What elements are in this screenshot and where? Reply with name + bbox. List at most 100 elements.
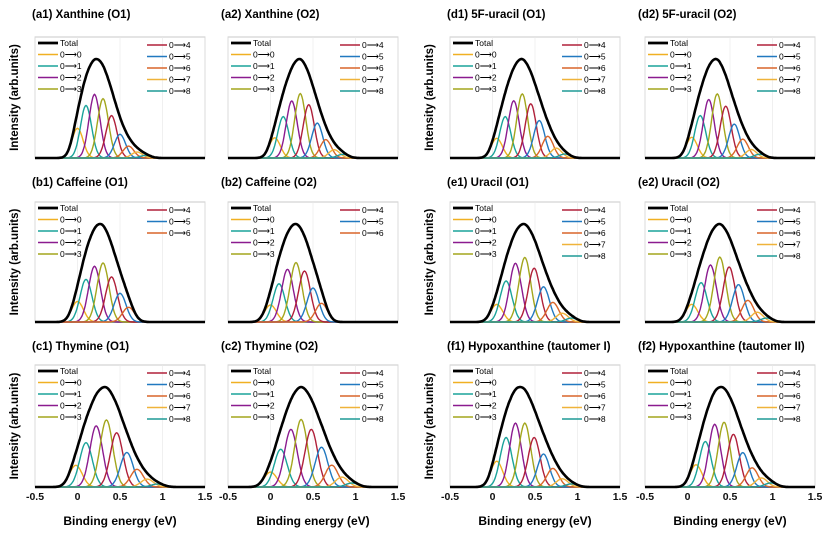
- panel-e1: (e1) Uracil (O1)Total0⟶00⟶10⟶20⟶30⟶40⟶50…: [447, 177, 621, 324]
- legend-label-7: 0⟶7: [169, 75, 191, 85]
- legend-label-7: 0⟶7: [584, 240, 606, 250]
- legend-label-4: 0⟶4: [362, 368, 384, 378]
- legend-label-5: 0⟶5: [779, 380, 801, 390]
- series-line-total: [35, 385, 205, 489]
- panel-d2: (d2) 5F-uracil (O2) Total 0⟶00⟶1 0⟶20⟶3 0⟶4 0…: [638, 9, 816, 160]
- legend-label-7: 0⟶7: [169, 403, 191, 413]
- y-axis-label: Intensity (arb.units): [424, 208, 436, 315]
- series-line-total: [450, 57, 620, 160]
- x-tick-label: 1.5: [613, 491, 628, 503]
- legend-label-6: 0⟶6: [779, 391, 801, 401]
- legend-label-total: Total: [60, 203, 78, 213]
- panel-title: (a1) Xanthine (O1): [32, 9, 131, 21]
- legend-label-4: 0⟶4: [584, 368, 606, 378]
- legend-label-2: 0⟶2: [475, 73, 497, 83]
- legend-label-4: 0⟶4: [584, 205, 606, 215]
- x-tick-label: 0: [268, 491, 274, 503]
- legend-label-8: 0⟶8: [584, 251, 606, 261]
- legend-label-3: 0⟶3: [253, 412, 275, 422]
- x-axis-label: Binding energy (eV): [673, 514, 786, 528]
- legend-label-3: 0⟶3: [475, 412, 497, 422]
- legend-label-1: 0⟶1: [253, 389, 275, 399]
- y-axis-label: Intensity (arb.units): [424, 372, 436, 479]
- legend-label-0: 0⟶0: [670, 215, 692, 225]
- x-axis-label: Binding energy (eV): [478, 514, 591, 528]
- legend-label-1: 0⟶1: [670, 226, 692, 236]
- legend-label-8: 0⟶8: [169, 414, 191, 424]
- legend-label-total: Total: [670, 38, 688, 48]
- x-tick-label: 1: [160, 491, 166, 503]
- panel-title: (f2) Hypoxanthine (tautomer II): [638, 341, 805, 353]
- legend-label-6: 0⟶6: [584, 391, 606, 401]
- x-tick-label: 0: [685, 491, 691, 503]
- panel-title: (c1) Thymine (O1): [32, 341, 129, 353]
- panel-f2: -0.5 0 0.5 1 1.5 (f2) Hypoxanthine (tautomer …: [636, 341, 822, 503]
- panel-title: (d2) 5F-uracil (O2): [638, 9, 737, 21]
- panel-f1: -0.5 0 0.5 1 1.5 (f1) Hypoxanthine (tautomer …: [441, 341, 627, 503]
- panel-b1: (b1) Caffeine (O1) Total 0⟶00⟶1 0⟶20⟶3 0⟶4 0⟶…: [32, 177, 206, 324]
- legend-label-6: 0⟶6: [584, 63, 606, 73]
- legend-label-2: 0⟶2: [253, 238, 275, 248]
- legend-label-2: 0⟶2: [60, 73, 82, 83]
- legend-label-8: 0⟶8: [779, 251, 801, 261]
- x-tick-label: 1: [575, 491, 581, 503]
- legend-label-5: 0⟶5: [362, 52, 384, 62]
- legend-label-total: Total: [60, 38, 78, 48]
- legend-label-3: 0⟶3: [670, 84, 692, 94]
- legend-label-3: 0⟶3: [475, 84, 497, 94]
- legend-label-5: 0⟶5: [584, 380, 606, 390]
- legend-label-7: 0⟶7: [779, 75, 801, 85]
- legend-label-7: 0⟶7: [362, 75, 384, 85]
- panel-c2: -0.5 0 0.5 1 1.5 (c2) Thymine (O2) Total 0⟶00⟶1…: [219, 341, 405, 503]
- legend-label-0: 0⟶0: [670, 50, 692, 60]
- legend-label-3: 0⟶3: [60, 412, 82, 422]
- legend-label-7: 0⟶7: [584, 75, 606, 85]
- legend-label-4: 0⟶4: [584, 40, 606, 50]
- x-tick-label: 1: [770, 491, 776, 503]
- legend-label-4: 0⟶4: [779, 205, 801, 215]
- legend-label-1: 0⟶1: [670, 389, 692, 399]
- y-axis-label: Intensity (arb.units): [9, 208, 21, 315]
- legend-label-0: 0⟶0: [60, 50, 82, 60]
- legend-label-total: Total: [670, 366, 688, 376]
- legend-label-5: 0⟶5: [584, 52, 606, 62]
- panel-title: (d1) 5F-uracil (O1): [447, 9, 546, 21]
- legend-label-total: Total: [475, 203, 493, 213]
- legend-label-0: 0⟶0: [475, 50, 497, 60]
- legend-label-1: 0⟶1: [253, 226, 275, 236]
- panel-e2: (e2) Uracil (O2)Total0⟶00⟶10⟶20⟶30⟶40⟶50…: [638, 177, 816, 324]
- legend-label-8: 0⟶8: [169, 86, 191, 96]
- legend-label-4: 0⟶4: [362, 40, 384, 50]
- legend-label-5: 0⟶5: [584, 217, 606, 227]
- series-line-total: [645, 385, 815, 489]
- legend-label-5: 0⟶5: [779, 217, 801, 227]
- legend-label-8: 0⟶8: [584, 86, 606, 96]
- x-tick-label: 1.5: [391, 491, 406, 503]
- legend-label-6: 0⟶6: [169, 63, 191, 73]
- x-axis-label: Binding energy (eV): [63, 514, 176, 528]
- panel-title: (f1) Hypoxanthine (tautomer I): [447, 341, 611, 353]
- legend-label-0: 0⟶0: [670, 378, 692, 388]
- panel-a1: (a1) Xanthine (O1) Total 0⟶00⟶1 0⟶20⟶3 0⟶4 0⟶…: [32, 9, 206, 160]
- x-tick-label: 0.5: [723, 491, 738, 503]
- x-tick-label: 0.5: [528, 491, 543, 503]
- legend-label-6: 0⟶6: [362, 63, 384, 73]
- legend-label-3: 0⟶3: [475, 249, 497, 259]
- legend-label-1: 0⟶1: [60, 226, 82, 236]
- x-tick-label: -0.5: [219, 491, 237, 503]
- x-tick-label: 0.5: [113, 491, 128, 503]
- legend-label-1: 0⟶1: [253, 61, 275, 71]
- x-tick-label: -0.5: [26, 491, 44, 503]
- legend-label-2: 0⟶2: [475, 401, 497, 411]
- legend-label-7: 0⟶7: [779, 240, 801, 250]
- legend-label-3: 0⟶3: [253, 84, 275, 94]
- x-tick-label: 0: [75, 491, 81, 503]
- legend-label-7: 0⟶7: [584, 403, 606, 413]
- panel-title: (a2) Xanthine (O2): [221, 9, 320, 21]
- legend-label-3: 0⟶3: [670, 412, 692, 422]
- legend-label-6: 0⟶6: [584, 228, 606, 238]
- legend-label-4: 0⟶4: [169, 368, 191, 378]
- panel-title: (e1) Uracil (O1): [447, 177, 529, 189]
- panel-b2: (b2) Caffeine (O2) Total 0⟶00⟶1 0⟶20⟶3 0⟶4 0⟶…: [221, 177, 399, 324]
- legend-label-5: 0⟶5: [169, 380, 191, 390]
